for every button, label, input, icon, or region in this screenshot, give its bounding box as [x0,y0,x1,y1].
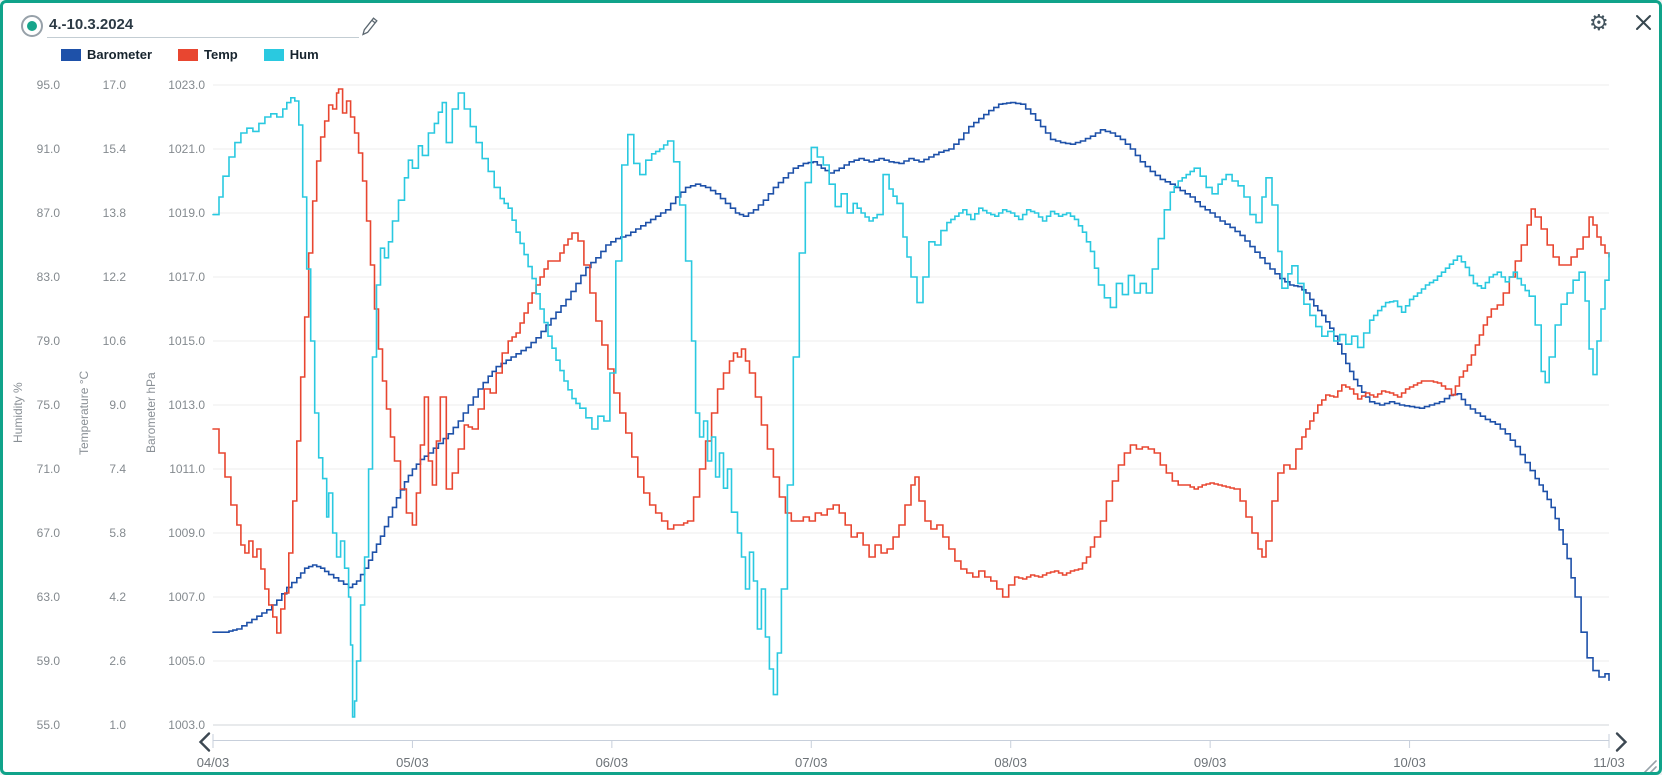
edit-pencil-icon[interactable] [359,14,379,38]
date-range-input[interactable] [47,11,359,38]
x-tick-label: 04/03 [196,755,230,770]
y-tick-label-temperature: 1.0 [109,718,126,732]
resize-grip-icon[interactable] [1643,760,1657,773]
x-tick-label: 07/03 [795,755,828,770]
y-tick-label-temperature: 13.8 [102,206,126,220]
y-tick-label-humidity: 83.0 [36,270,60,284]
y-tick-label-barometer: 1003.0 [168,718,205,732]
legend-item-temp[interactable]: Temp [178,47,238,62]
x-tick-label: 10/03 [1393,755,1426,770]
y-tick-label-barometer: 1009.0 [168,526,205,540]
close-icon[interactable] [1635,14,1652,31]
legend: Barometer Temp Hum [61,47,319,62]
y-tick-label-barometer: 1007.0 [168,590,205,604]
legend-item-hum[interactable]: Hum [263,47,319,62]
legend-swatch-temp [178,48,199,61]
legend-swatch-barometer [61,48,81,61]
y-tick-label-barometer: 1021.0 [168,142,205,156]
y-tick-label-barometer: 1017.0 [168,270,205,284]
y-tick-label-temperature: 17.0 [102,78,126,92]
y-tick-label-temperature: 9.0 [109,398,126,412]
series-line-hum [212,92,1610,718]
legend-label: Hum [289,47,319,62]
x-tick-label: 09/03 [1193,755,1227,770]
y-tick-label-barometer: 1023.0 [168,78,205,92]
legend-swatch-hum [263,48,284,61]
y-tick-label-humidity: 79.0 [36,334,60,348]
chart-canvas [198,84,1657,773]
x-tick-label: 11/03 [1593,755,1625,770]
y-tick-label-humidity: 75.0 [36,398,60,412]
y-tick-label-temperature: 12.2 [102,270,126,284]
x-tick-label: 05/03 [396,755,429,770]
y-tick-label-temperature: 4.2 [109,590,126,604]
y-tick-label-temperature: 10.6 [102,334,126,348]
radio-dot-icon [27,21,37,31]
legend-label: Barometer [87,47,153,62]
y-tick-label-temperature: 7.4 [109,462,126,476]
scroll-right-chevron-icon[interactable] [1615,732,1628,752]
y-tick-label-humidity: 67.0 [36,526,60,540]
y-tick-label-humidity: 95.0 [36,78,60,92]
series-line-barometer [212,101,1610,681]
y-tick-label-temperature: 5.8 [109,526,126,540]
y-tick-label-barometer: 1015.0 [168,334,205,348]
y-tick-label-humidity: 63.0 [36,590,60,604]
y-tick-label-barometer: 1011.0 [169,462,205,476]
legend-label: Temp [204,47,238,62]
y-tick-label-humidity: 91.0 [36,142,60,156]
y-tick-label-humidity: 59.0 [36,654,60,668]
y-tick-label-temperature: 15.4 [102,142,126,156]
y-tick-label-barometer: 1005.0 [168,654,205,668]
x-tick-label: 06/03 [595,755,629,770]
settings-gear-icon[interactable]: ⚙ [1589,10,1609,35]
y-tick-label-barometer: 1019.0 [168,206,205,220]
radio-icon[interactable] [21,15,43,37]
y-tick-label-humidity: 71.0 [36,462,60,476]
y-tick-label-humidity: 87.0 [36,206,60,220]
legend-item-barometer[interactable]: Barometer [61,47,152,62]
scroll-left-chevron-icon[interactable] [198,732,211,752]
x-tick-label: 08/03 [994,755,1027,770]
y-tick-label-humidity: 55.0 [36,718,60,732]
y-tick-label-temperature: 2.6 [109,654,126,668]
y-tick-label-barometer: 1013.0 [168,398,205,412]
series-line-temp [212,88,1610,634]
